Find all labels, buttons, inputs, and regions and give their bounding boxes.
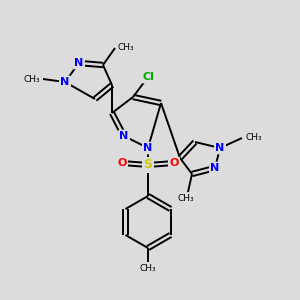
Text: O: O — [169, 158, 179, 168]
Text: CH₃: CH₃ — [140, 264, 156, 273]
Text: N: N — [215, 143, 225, 153]
Text: CH₃: CH₃ — [23, 74, 40, 83]
Text: N: N — [60, 77, 70, 87]
Text: N: N — [119, 131, 129, 141]
Text: N: N — [210, 163, 220, 173]
Text: Cl: Cl — [142, 72, 154, 82]
Text: S: S — [143, 158, 152, 172]
Text: CH₃: CH₃ — [245, 133, 262, 142]
Text: CH₃: CH₃ — [178, 194, 194, 203]
Text: CH₃: CH₃ — [118, 43, 135, 52]
Text: N: N — [74, 58, 84, 68]
Text: N: N — [143, 143, 153, 153]
Text: O: O — [117, 158, 127, 168]
